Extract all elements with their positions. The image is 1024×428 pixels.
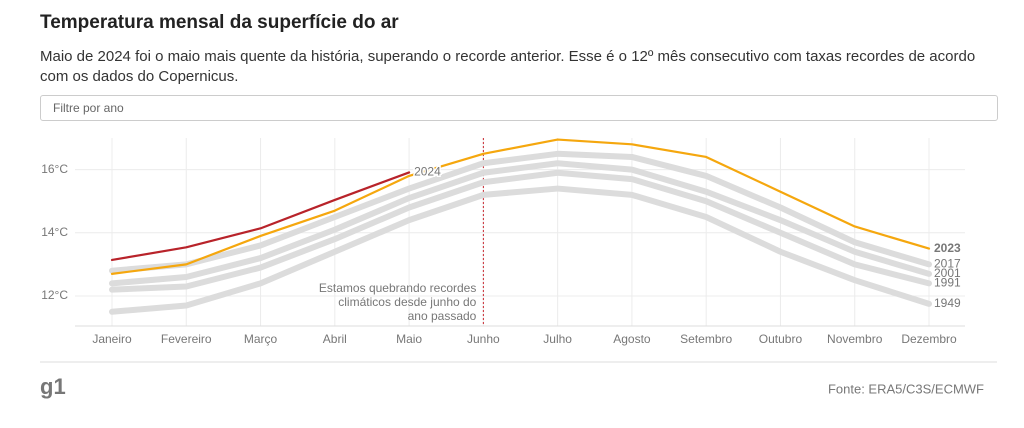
x-tick-label: Março bbox=[244, 332, 278, 346]
series-label: 1991 bbox=[934, 276, 961, 290]
x-tick-label: Agosto bbox=[613, 332, 651, 346]
series-line bbox=[109, 150, 932, 274]
annotation-text: Estamos quebrando recordes bbox=[319, 281, 476, 295]
y-tick-label: 16°C bbox=[41, 162, 68, 176]
series-line bbox=[109, 185, 932, 315]
x-tick-label: Fevereiro bbox=[161, 332, 212, 346]
chart-title: Temperatura mensal da superfície do ar bbox=[40, 12, 399, 33]
y-tick-label: 12°C bbox=[41, 288, 68, 302]
annotation-text: climáticos desde junho do bbox=[338, 295, 476, 309]
x-tick-label: Outubro bbox=[759, 332, 803, 346]
x-tick-label: Maio bbox=[396, 332, 422, 346]
series-label: 2023 bbox=[934, 241, 961, 255]
x-tick-label: Janeiro bbox=[92, 332, 132, 346]
series-line bbox=[109, 169, 932, 293]
x-tick-label: Novembro bbox=[827, 332, 883, 346]
x-tick-label: Abril bbox=[323, 332, 347, 346]
series-line bbox=[110, 138, 931, 275]
series-label: 2017 bbox=[934, 257, 961, 271]
y-tick-label: 14°C bbox=[41, 225, 68, 239]
x-tick-label: Setembro bbox=[680, 332, 732, 346]
filter-input[interactable]: Filtre por ano bbox=[40, 95, 998, 121]
x-tick-label: Dezembro bbox=[901, 332, 957, 346]
series-line bbox=[109, 160, 932, 287]
x-tick-label: Junho bbox=[467, 332, 500, 346]
chart-subtitle: Maio de 2024 foi o maio mais quente da h… bbox=[40, 48, 976, 85]
series-line bbox=[110, 171, 411, 262]
series-label: 2024 bbox=[414, 165, 441, 179]
logo: g1 bbox=[40, 374, 66, 399]
annotation-text: ano passado bbox=[408, 309, 477, 323]
source: Fonte: ERA5/C3S/ECMWF bbox=[828, 381, 984, 396]
series-label: 1949 bbox=[934, 296, 961, 310]
x-tick-label: Julho bbox=[543, 332, 572, 346]
series-label: 2001 bbox=[934, 266, 961, 280]
